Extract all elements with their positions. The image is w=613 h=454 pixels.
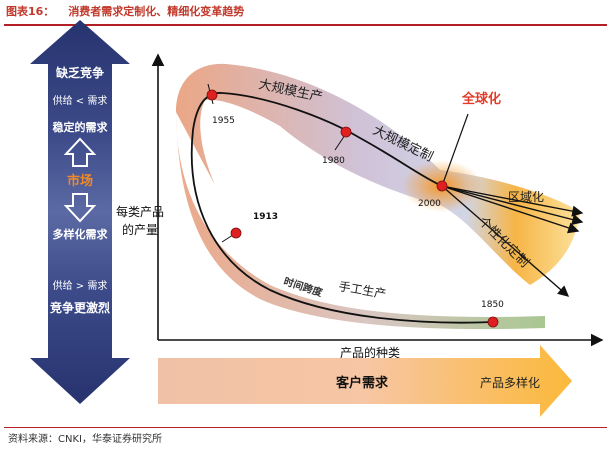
customer-demand-arrow xyxy=(158,345,572,417)
up-arrow-icon xyxy=(63,137,97,167)
evolution-curve xyxy=(190,92,494,324)
year-1955: 1955 xyxy=(212,116,235,126)
footer-rule xyxy=(4,427,607,428)
year-1850: 1850 xyxy=(481,300,504,310)
path-region-1 xyxy=(441,185,584,217)
label-handicraft: 手工生产 xyxy=(337,279,387,301)
path-region-3 xyxy=(441,185,580,234)
point-1850 xyxy=(487,316,499,328)
label-regionalization: 区域化 xyxy=(508,190,544,204)
header-rule xyxy=(4,24,607,26)
product-diversification-label: 产品多样化 xyxy=(480,375,540,390)
figure-title: 消费者需求定制化、精细化变革趋势 xyxy=(68,5,245,18)
source-note: 资料来源：CNKI，华泰证券研究所 xyxy=(8,434,162,445)
left-bar-bottom-sub: 供给 > 需求 xyxy=(53,279,108,292)
left-bar-center: 市场 xyxy=(67,173,93,189)
left-bar-bottom-demand: 多样化需求 xyxy=(53,227,109,241)
left-bar-top-sub: 供给 < 需求 xyxy=(53,94,108,107)
left-bar-bottom-title: 竞争更激烈 xyxy=(50,300,110,315)
label-globalization: 全球化 xyxy=(461,91,501,107)
year-2000: 2000 xyxy=(418,199,441,209)
point-1955 xyxy=(206,89,218,101)
y-axis-label-line1: 每类产品 xyxy=(116,204,164,219)
figure-header: 图表16： 消费者需求定制化、精细化变革趋势 xyxy=(6,2,244,22)
left-bar-top-title: 缺乏竞争 xyxy=(56,65,104,80)
path-region-2 xyxy=(441,185,584,225)
path-globalization xyxy=(441,113,469,187)
customer-demand-label: 客户需求 xyxy=(336,375,389,391)
point-1980 xyxy=(340,126,352,138)
x-axis-label: 产品的种类 xyxy=(340,345,400,360)
year-1980: 1980 xyxy=(322,156,345,166)
point-2000 xyxy=(436,180,448,192)
market-bar xyxy=(30,20,130,404)
upper-band xyxy=(176,63,580,285)
down-arrow-icon xyxy=(63,193,97,223)
year-1913: 1913 xyxy=(253,212,278,222)
y-axis-label-line2: 的产量 xyxy=(122,222,158,237)
path-personalization xyxy=(441,185,570,297)
left-bar-top-demand: 稳定的需求 xyxy=(53,120,109,134)
point-1913 xyxy=(230,227,242,239)
figure-number: 图表16： xyxy=(6,5,55,18)
